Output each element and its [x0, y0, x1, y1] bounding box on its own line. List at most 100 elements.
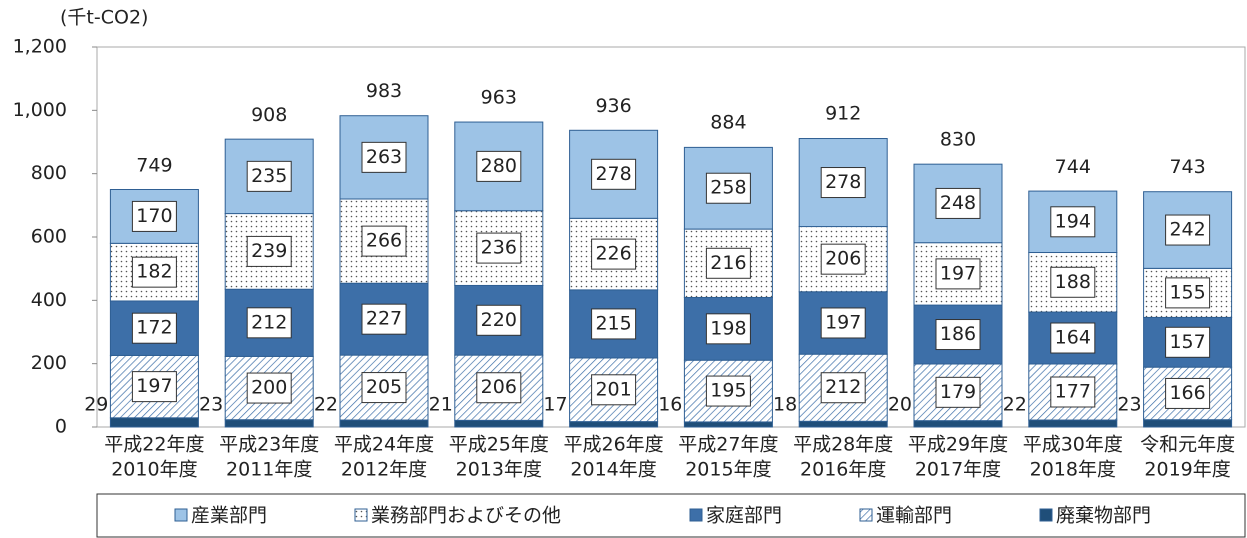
x-tick-label: 2018年度: [1030, 459, 1116, 481]
data-label-box: [361, 303, 407, 335]
data-label-box: [361, 372, 407, 404]
data-label: 172: [136, 317, 172, 339]
x-tick-label: 平成23年度: [219, 434, 319, 456]
bar-segment: [224, 419, 314, 428]
y-tick-label: 600: [31, 226, 67, 248]
total-label: 936: [595, 95, 631, 117]
data-label: 179: [940, 381, 976, 403]
data-label-box: [935, 258, 981, 290]
data-label: 195: [710, 380, 746, 402]
data-label: 242: [1169, 219, 1205, 241]
data-label: 280: [481, 155, 517, 177]
x-tick-label: 2017年度: [915, 459, 1001, 481]
data-label-box: [591, 308, 637, 340]
data-label-box: [935, 376, 981, 408]
data-label: 227: [366, 308, 402, 330]
data-label-box: [1165, 326, 1211, 358]
data-label: 22: [1003, 394, 1027, 416]
y-tick-label: 200: [31, 352, 67, 374]
y-tick-label: 0: [55, 416, 67, 438]
data-label-box: [131, 256, 177, 288]
total-label: 744: [1055, 156, 1091, 178]
legend-label: 家庭部門: [706, 505, 782, 527]
data-label: 197: [825, 311, 861, 333]
data-label: 198: [710, 317, 746, 339]
bar-segment: [683, 421, 773, 428]
data-label: 212: [251, 311, 287, 333]
data-label: 236: [481, 237, 517, 259]
data-label: 278: [595, 163, 631, 185]
data-label: 194: [1055, 210, 1091, 232]
data-label: 220: [481, 309, 517, 331]
data-label: 215: [595, 312, 631, 334]
total-label: 908: [251, 104, 287, 126]
data-label: 266: [366, 230, 402, 252]
x-tick-label: 2016年度: [800, 459, 886, 481]
data-label: 263: [366, 146, 402, 168]
x-tick-label: 平成29年度: [908, 434, 1008, 456]
data-label: 201: [595, 378, 631, 400]
data-label-box: [476, 150, 522, 182]
data-label: 258: [710, 177, 746, 199]
y-tick-label: 1,200: [13, 36, 67, 58]
data-label-box: [935, 319, 981, 351]
x-tick-label: 2019年度: [1144, 459, 1230, 481]
total-label: 983: [366, 80, 402, 102]
data-label-box: [131, 312, 177, 344]
data-label-box: [361, 225, 407, 257]
data-label: 197: [136, 375, 172, 397]
data-label-box: [1165, 277, 1211, 309]
bar-segment: [454, 419, 544, 428]
data-label-box: [246, 372, 292, 404]
data-label-box: [820, 243, 866, 275]
legend-swatch: [354, 508, 368, 522]
x-tick-label: 2014年度: [570, 459, 656, 481]
data-label: 200: [251, 377, 287, 399]
data-label: 17: [543, 394, 567, 416]
bar-segment: [1028, 419, 1118, 428]
data-label: 235: [251, 165, 287, 187]
data-label-box: [591, 238, 637, 270]
x-tick-label: 平成25年度: [449, 434, 549, 456]
data-label-box: [1050, 376, 1096, 408]
data-label-box: [246, 160, 292, 192]
y-tick-label: 1,000: [13, 99, 67, 121]
total-label: 830: [940, 129, 976, 151]
data-label: 186: [940, 323, 976, 345]
data-label-box: [591, 374, 637, 406]
y-tick-label: 400: [31, 289, 67, 311]
bar-segment: [569, 421, 659, 428]
x-tick-label: 平成30年度: [1023, 434, 1123, 456]
total-label: 743: [1169, 156, 1205, 178]
data-label: 226: [595, 243, 631, 265]
x-tick-label: 平成28年度: [793, 434, 893, 456]
data-label-box: [705, 247, 751, 279]
data-label: 22: [314, 394, 338, 416]
data-label: 18: [773, 394, 797, 416]
x-tick-label: 平成27年度: [678, 434, 778, 456]
data-label: 20: [888, 394, 912, 416]
unit-label: (千t-CO2): [60, 7, 148, 29]
data-label: 182: [136, 261, 172, 283]
legend-label: 廃棄物部門: [1056, 505, 1151, 527]
total-label: 749: [136, 154, 172, 176]
y-tick-label: 800: [31, 162, 67, 184]
x-tick-label: 2012年度: [341, 459, 427, 481]
data-label: 170: [136, 205, 172, 227]
data-label-box: [246, 307, 292, 339]
x-tick-label: 令和元年度: [1140, 434, 1235, 456]
data-label: 239: [251, 240, 287, 262]
data-label: 21: [429, 394, 453, 416]
legend-label: 業務部門およびその他: [371, 505, 561, 527]
legend-swatch: [859, 508, 873, 522]
bar-segment: [339, 419, 429, 428]
x-tick-label: 2010年度: [111, 459, 197, 481]
data-label: 157: [1169, 331, 1205, 353]
data-label: 248: [940, 192, 976, 214]
legend-label: 産業部門: [191, 505, 267, 527]
data-label: 16: [658, 394, 682, 416]
data-label-box: [820, 307, 866, 339]
data-label: 205: [366, 376, 402, 398]
legend-swatch: [689, 508, 703, 522]
